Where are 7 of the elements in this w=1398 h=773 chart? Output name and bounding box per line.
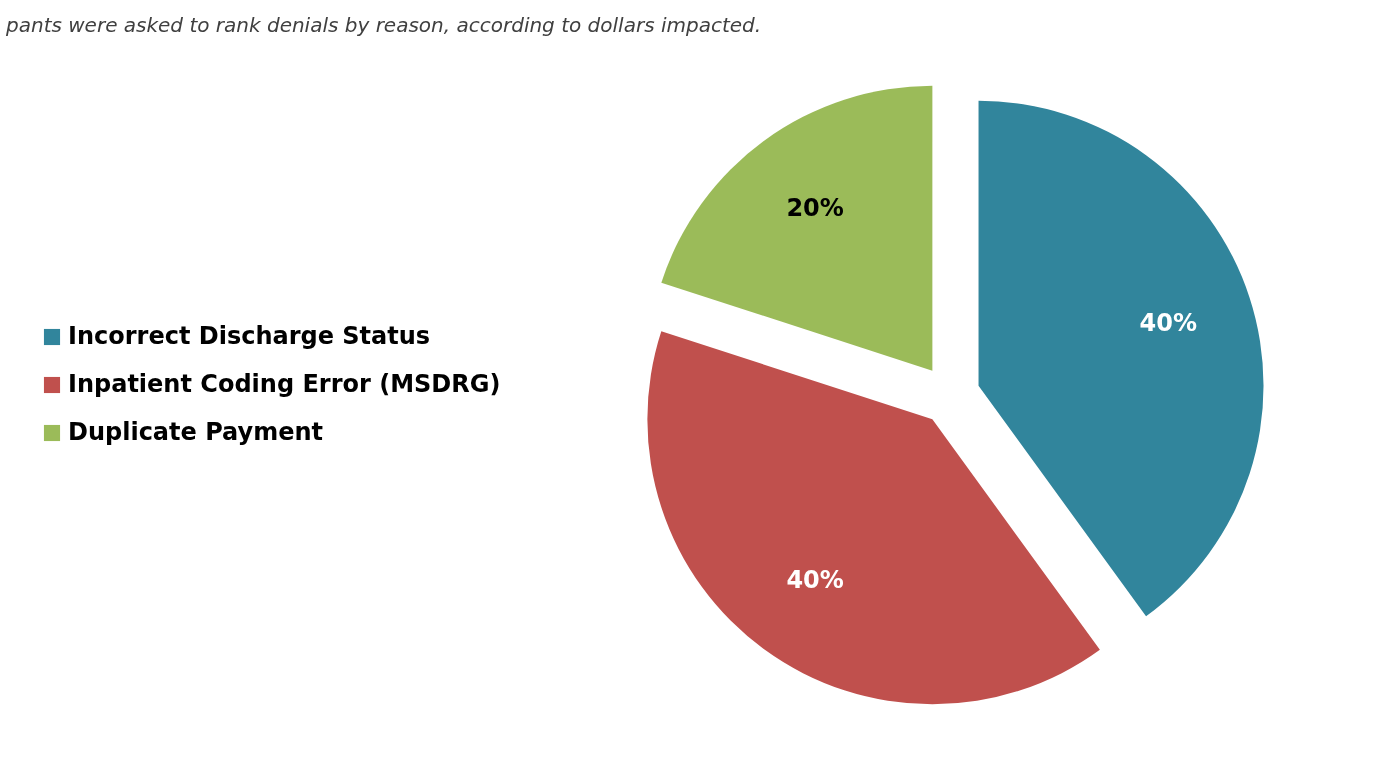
legend-label: Inpatient Coding Error (MSDRG)	[68, 370, 501, 398]
data-label: 40%	[1139, 309, 1197, 338]
data-label: 20%	[786, 194, 844, 223]
legend-label: Incorrect Discharge Status	[68, 322, 431, 350]
legend-label: Duplicate Payment	[68, 418, 324, 446]
text: pants were asked to rank denials by reason, according to dollars impacted.	[5, 13, 762, 37]
data-label: 40%	[786, 565, 844, 594]
